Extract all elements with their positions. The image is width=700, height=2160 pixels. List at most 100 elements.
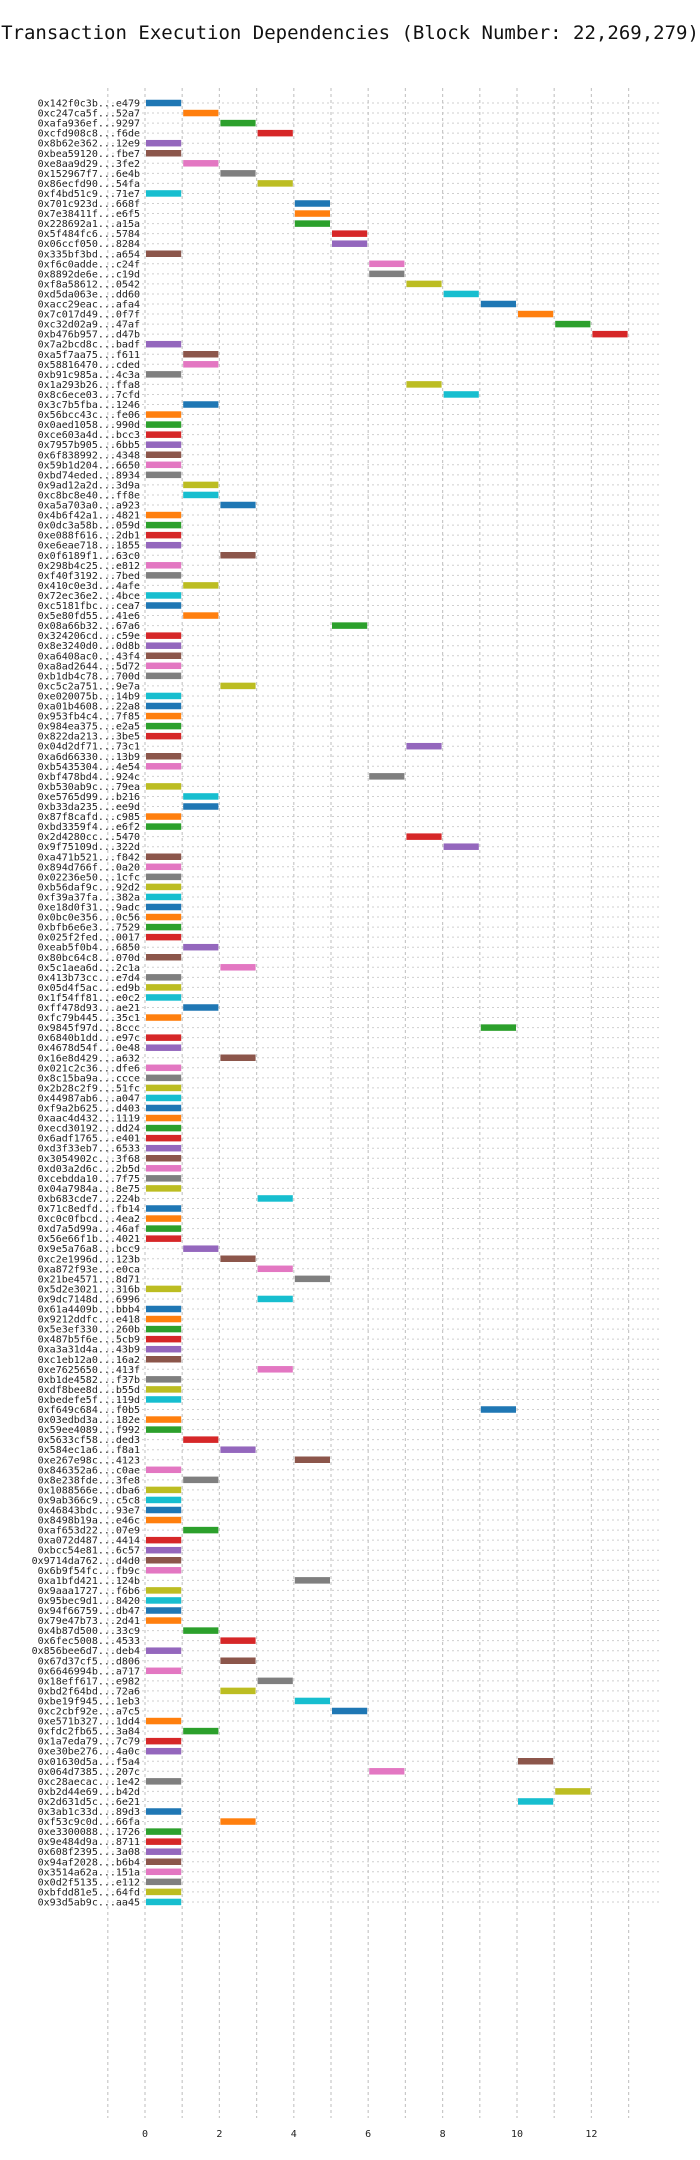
transaction-label: 0x5e3ef330...260b bbox=[38, 1325, 140, 1336]
transaction-label: 0xa3a31d4a...43b9 bbox=[38, 1345, 140, 1356]
transaction-label: 0x228692a1...a15a bbox=[38, 219, 140, 230]
transaction-label: 0x80bc64c8...070d bbox=[38, 953, 140, 964]
transaction-bar bbox=[257, 1265, 293, 1273]
transaction-label: 0x56bcc43c...fe06 bbox=[38, 410, 140, 421]
transaction-label: 0x01630d5a...f5a4 bbox=[38, 1757, 140, 1768]
transaction-label: 0xc28aecac...1e42 bbox=[38, 1777, 140, 1788]
transaction-label: 0xacc29eac...afa4 bbox=[38, 300, 140, 311]
transaction-bar bbox=[146, 632, 182, 639]
transaction-label: 0xc32d02a9...47af bbox=[38, 320, 140, 331]
transaction-bar bbox=[220, 119, 256, 127]
x-tick-label: 10 bbox=[511, 2129, 523, 2140]
transaction-bar bbox=[220, 552, 256, 559]
transaction-label: 0xe571b327...1dd4 bbox=[38, 1717, 140, 1728]
x-tick-label: 8 bbox=[440, 2129, 446, 2140]
transaction-label: 0x152967f7...6e4b bbox=[38, 169, 140, 180]
transaction-label: 0x5f484fc6...5784 bbox=[38, 229, 140, 240]
transaction-bar bbox=[146, 1506, 182, 1514]
transaction-bar bbox=[146, 562, 182, 569]
transaction-label: 0xb683cde7...224b bbox=[38, 1194, 140, 1205]
transaction-bar bbox=[220, 964, 256, 971]
transaction-label: 0xf39a37fa...382a bbox=[38, 892, 140, 903]
transaction-label: 0xb476b957...d47b bbox=[38, 330, 140, 341]
transaction-bar bbox=[146, 521, 182, 529]
transaction-label: 0x56e66f1b...4021 bbox=[38, 1234, 140, 1245]
transaction-label: 0xe3300088...1726 bbox=[38, 1827, 140, 1838]
transaction-label: 0x61a4409b...bbb4 bbox=[38, 1305, 140, 1316]
transaction-bar bbox=[146, 1044, 182, 1051]
transaction-bar bbox=[555, 1788, 591, 1795]
transaction-label: 0x6adf1765...e401 bbox=[38, 1134, 140, 1145]
transaction-bar bbox=[220, 1687, 256, 1695]
transaction-label: 0x6646994b...a717 bbox=[38, 1666, 140, 1677]
transaction-bar bbox=[146, 672, 182, 680]
transaction-label: 0xa872f93e...e0ca bbox=[38, 1264, 140, 1275]
transaction-bar bbox=[220, 1818, 256, 1825]
transaction-label: 0xc2cbf92e...a7c5 bbox=[38, 1707, 140, 1718]
transaction-label: 0x856bee6d7...deb4 bbox=[32, 1646, 140, 1657]
transaction-bar bbox=[183, 1476, 219, 1484]
transaction-label: 0x7e38411f...e6f5 bbox=[38, 209, 140, 220]
transaction-label: 0x025f2fed...0017 bbox=[38, 933, 140, 944]
transaction-label: 0x846352a6...c0ae bbox=[38, 1465, 140, 1476]
transaction-label: 0xb2d44e69...b42d bbox=[38, 1787, 140, 1798]
transaction-bar bbox=[146, 572, 182, 579]
transaction-label: 0x298b4c25...e812 bbox=[38, 561, 140, 572]
transaction-label: 0x487b5f6e...5cb9 bbox=[38, 1335, 140, 1346]
transaction-label: 0xc0c0fbcd...4ea2 bbox=[38, 1214, 140, 1225]
transaction-bar bbox=[443, 391, 479, 398]
transaction-bar bbox=[183, 401, 219, 408]
transaction-label: 0xfdc2fb65...3a84 bbox=[38, 1727, 140, 1738]
y-tick-labels: 0x142f0c3b...e4790xc247ca5f...52a70xafa9… bbox=[32, 99, 140, 1909]
transaction-bar bbox=[146, 1838, 182, 1845]
transaction-bar bbox=[146, 1084, 182, 1092]
transaction-bar bbox=[183, 803, 219, 810]
transaction-bar bbox=[480, 1406, 516, 1413]
transaction-label: 0x6b9f54fc...fb9c bbox=[38, 1566, 140, 1577]
transaction-label: 0x9e5a76a8...bcc9 bbox=[38, 1244, 140, 1255]
transaction-bar bbox=[220, 1054, 256, 1061]
transaction-bar bbox=[146, 1225, 182, 1232]
transaction-label: 0x03edbd3a...182e bbox=[38, 1415, 140, 1426]
transaction-bar bbox=[257, 1295, 293, 1303]
transaction-label: 0xb56daf9c...92d2 bbox=[38, 882, 140, 893]
transaction-bar bbox=[146, 732, 182, 740]
transaction-label: 0xb1db4c78...700d bbox=[38, 671, 140, 682]
transaction-label: 0x08a66b32...67a6 bbox=[38, 621, 140, 632]
transaction-label: 0x16e8d429...a632 bbox=[38, 1053, 140, 1064]
transaction-label: 0x9212ddfc...e418 bbox=[38, 1315, 140, 1326]
transaction-label: 0xfc79b445...35c1 bbox=[38, 1013, 140, 1024]
transaction-bar bbox=[406, 742, 442, 750]
transaction-label: 0x9e484d9a...8711 bbox=[38, 1837, 140, 1848]
transaction-label: 0xdf8bee8d...b55d bbox=[38, 1385, 140, 1396]
transaction-label: 0xd03a2d6c...2b5d bbox=[38, 1164, 140, 1175]
transaction-bar bbox=[146, 1155, 182, 1162]
transaction-bar bbox=[146, 1868, 182, 1876]
x-tick-label: 4 bbox=[291, 2129, 297, 2140]
grid-lines bbox=[107, 88, 662, 2118]
transaction-label: 0x4b87d500...33c9 bbox=[38, 1626, 140, 1637]
transaction-label: 0x9714da762...d4d0 bbox=[32, 1556, 140, 1567]
transaction-bar bbox=[518, 1758, 554, 1765]
transaction-label: 0xf4bd51c9...71e7 bbox=[38, 189, 140, 200]
transaction-label: 0x5c1aea6d...2c1a bbox=[38, 963, 140, 974]
transaction-bar bbox=[294, 1456, 330, 1463]
transaction-bar bbox=[146, 813, 182, 820]
transaction-bar bbox=[146, 1878, 182, 1886]
transaction-label: 0x8b62e362...12e9 bbox=[38, 139, 140, 150]
transaction-label: 0xbd2f64bd...72a6 bbox=[38, 1686, 140, 1697]
bar-layer bbox=[146, 99, 628, 1906]
transaction-label: 0xb5435304...4e54 bbox=[38, 762, 140, 773]
transaction-label: 0x94f66759...db47 bbox=[38, 1606, 140, 1617]
transaction-label: 0x894d766f...0a20 bbox=[38, 862, 140, 873]
transaction-label: 0x6840b1dd...e97c bbox=[38, 1033, 140, 1044]
transaction-bar bbox=[146, 1496, 182, 1504]
transaction-label: 0xa5a703a0...a923 bbox=[38, 501, 140, 512]
transaction-bar bbox=[294, 1577, 330, 1584]
transaction-bar bbox=[146, 913, 182, 921]
transaction-label: 0xf53c9c0d...66fa bbox=[38, 1817, 140, 1828]
transaction-bar bbox=[257, 180, 293, 187]
transaction-label: 0xff478d93...ae21 bbox=[38, 1003, 140, 1014]
transaction-label: 0x1f54ff81...e0c2 bbox=[38, 993, 140, 1004]
